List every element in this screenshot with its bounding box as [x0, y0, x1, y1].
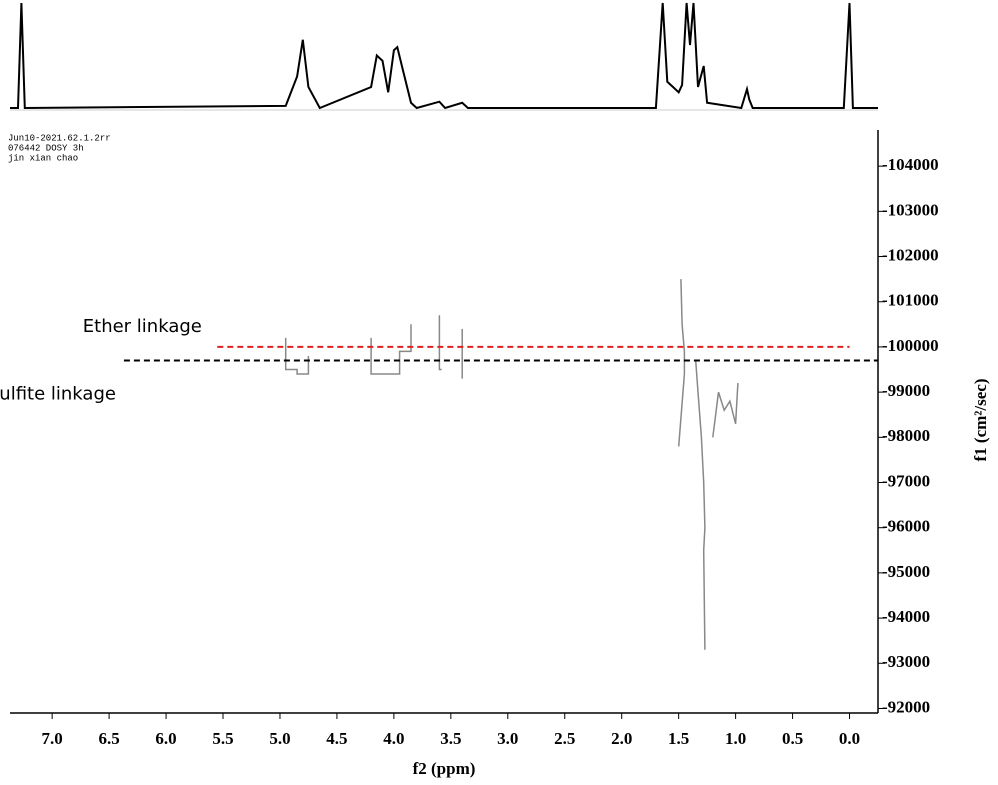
- y-tick-label: -103000: [882, 200, 939, 219]
- y-tick-label: -100000: [882, 336, 939, 355]
- x-tick-label: 4.0: [383, 729, 404, 748]
- x-tick-label: 0.5: [782, 729, 803, 748]
- contour: [694, 360, 706, 650]
- x-tick-label: 4.5: [326, 729, 347, 748]
- header-line: 076442 DOSY 3h: [8, 143, 84, 153]
- x-tick-label: 7.0: [42, 729, 63, 748]
- header-line: jin xian chao: [8, 153, 78, 163]
- contour: [438, 315, 442, 371]
- contour: [370, 324, 412, 375]
- x-tick-label: 1.0: [725, 729, 746, 748]
- annotation: Ether linkage: [83, 316, 202, 337]
- contour: [677, 279, 686, 447]
- x-axis-title: f2 (ppm): [413, 759, 476, 778]
- y-tick-label: -94000: [882, 607, 930, 626]
- y-tick-label: -92000: [882, 697, 930, 716]
- header-line: Jun10-2021.62.1.2rr: [8, 133, 111, 143]
- contour: [712, 383, 739, 438]
- y-tick-label: -99000: [882, 381, 930, 400]
- x-tick-label: 6.5: [98, 729, 119, 748]
- x-tick-label: 3.5: [440, 729, 461, 748]
- annotation: Sulfite linkage: [0, 383, 116, 404]
- spectrum-line: [10, 2, 878, 110]
- y-tick-label: -101000: [882, 291, 939, 310]
- y-tick-label: -96000: [882, 517, 930, 536]
- y-tick-label: -98000: [882, 426, 930, 445]
- x-tick-label: 2.0: [611, 729, 632, 748]
- x-tick-label: 6.0: [155, 729, 176, 748]
- y-tick-label: -95000: [882, 562, 930, 581]
- x-tick-label: 2.5: [554, 729, 575, 748]
- x-tick-label: 5.0: [269, 729, 290, 748]
- y-tick-label: -97000: [882, 471, 930, 490]
- x-tick-label: 5.5: [212, 729, 233, 748]
- x-tick-label: 3.0: [497, 729, 518, 748]
- y-tick-label: -102000: [882, 245, 939, 264]
- y-tick-label: -93000: [882, 652, 930, 671]
- x-tick-label: 0.0: [839, 729, 860, 748]
- y-axis-title: f1 (cm²/sec): [971, 379, 990, 462]
- x-tick-label: 1.5: [668, 729, 689, 748]
- y-tick-label: -104000: [882, 155, 939, 174]
- contour: [284, 337, 310, 375]
